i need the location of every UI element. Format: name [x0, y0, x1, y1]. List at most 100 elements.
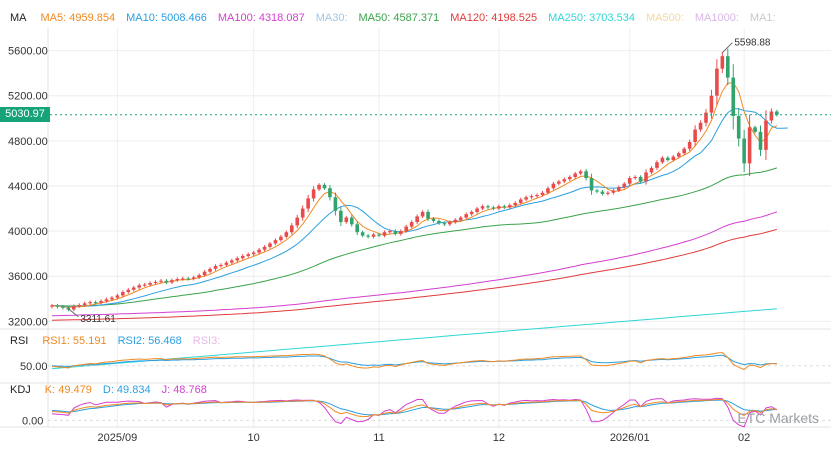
low-annotation: 3311.61: [80, 314, 116, 325]
ma-legend-item[interactable]: MA120: 4198.525: [450, 12, 538, 24]
candle-body: [720, 56, 725, 69]
candle-body: [349, 217, 354, 225]
rsi-label: RSI: [10, 335, 29, 347]
candle-body: [181, 278, 185, 280]
candle-body: [72, 306, 76, 310]
candle-body: [480, 206, 485, 209]
candle-body: [535, 194, 539, 197]
candle-body: [442, 223, 447, 225]
x-tick-label: 12: [493, 432, 505, 444]
ma-legend: MA MA5: 4959.854 MA10: 5008.466 MA100: 4318…: [10, 12, 787, 24]
candle-body: [557, 181, 561, 184]
candle-body: [453, 219, 458, 223]
y-tick-label: 5200.00: [8, 91, 48, 103]
candle-body: [611, 190, 616, 193]
y-tick-label: 5600.00: [8, 46, 48, 58]
candle-body: [508, 205, 512, 208]
ma5-line: [51, 82, 778, 308]
kdj-legend-item[interactable]: J: 48.768: [161, 384, 207, 396]
candle-body: [758, 131, 763, 150]
candle-body: [219, 264, 223, 267]
current-price-tag: 5030.97: [0, 106, 50, 122]
candle-body: [164, 280, 169, 283]
candle-body: [191, 277, 196, 279]
candle-body: [197, 275, 201, 278]
candle-body: [513, 202, 518, 206]
candle-body: [388, 231, 392, 233]
ma-legend-item[interactable]: MA5: 4959.854: [40, 12, 116, 24]
candle-body: [366, 235, 370, 237]
candle-body: [371, 234, 376, 237]
ma120-line: [51, 228, 778, 321]
candle-body: [426, 211, 430, 219]
candle-body: [268, 243, 272, 247]
rsi-legend-item[interactable]: RSI1: 55.191: [42, 335, 107, 347]
candle-body: [698, 122, 703, 130]
kdj-legend-item[interactable]: D: 49.834: [102, 384, 151, 396]
ma50-line: [51, 167, 778, 307]
ma-legend-item[interactable]: MA50: 4587.371: [358, 12, 440, 24]
candle-body: [382, 232, 387, 236]
candle-body: [186, 278, 191, 280]
candle-body: [775, 111, 779, 115]
ma-legend-item[interactable]: MA1000:: [694, 12, 739, 24]
watermark: ETC Markets: [737, 410, 819, 426]
ma-legend-item[interactable]: MA500:: [645, 12, 684, 24]
candle-body: [333, 197, 338, 211]
candle-body: [93, 302, 98, 304]
candle-body: [399, 231, 403, 234]
candle-body: [666, 157, 670, 161]
candle-body: [82, 303, 87, 305]
high-annotation: 5598.88: [734, 38, 771, 49]
candle-body: [148, 282, 152, 285]
candle-body: [595, 190, 599, 192]
candle-body: [240, 255, 245, 259]
ma-legend-item[interactable]: MA10: 5008.466: [126, 12, 207, 24]
candle-body: [279, 236, 283, 241]
ma-legend-item[interactable]: MA250: 3703.534: [548, 12, 635, 24]
candle-body: [448, 222, 452, 225]
candle-body: [131, 287, 136, 290]
candle-body: [676, 153, 681, 157]
candle-body: [655, 162, 659, 168]
candle-body: [251, 252, 256, 255]
candle-body: [742, 138, 746, 164]
x-tick-label: 2025/09: [98, 432, 138, 444]
ma100-line: [51, 211, 778, 317]
candle-body: [306, 198, 310, 209]
y-tick-label: 4400.00: [8, 181, 48, 193]
kdj-legend-item[interactable]: K: 49.479: [44, 384, 92, 396]
candle-body: [409, 222, 414, 227]
kdj-j-line: [51, 397, 778, 428]
candle-body: [502, 206, 507, 208]
candle-body: [731, 77, 736, 117]
candle-body: [491, 207, 496, 209]
x-tick-label: 11: [373, 432, 384, 444]
candle-body: [589, 178, 594, 191]
ma-legend-item[interactable]: MA100: 4318.087: [217, 12, 305, 24]
rsi-legend: RSI RSI1: 55.191 RSI2: 56.468 RSI3:: [10, 335, 231, 347]
candle-body: [726, 56, 730, 78]
candle-body: [404, 226, 409, 232]
high-marker-line: [721, 42, 733, 54]
candle-body: [360, 232, 365, 236]
candle-body: [769, 111, 774, 121]
rsi-legend-item[interactable]: RSI2: 56.468: [117, 335, 182, 347]
candle-body: [633, 176, 637, 179]
candle-body: [377, 234, 381, 236]
candle-body: [682, 148, 686, 154]
ma-legend-item[interactable]: MA30:: [315, 12, 348, 24]
candle-body: [687, 141, 692, 149]
candle-body: [524, 197, 528, 200]
rsi1-line: [51, 352, 777, 371]
rsi-legend-item[interactable]: RSI3:: [192, 335, 221, 347]
candle-body: [284, 232, 289, 237]
candle-body: [578, 171, 583, 174]
candle-body: [627, 178, 632, 184]
kdj-k-line: [51, 399, 777, 418]
candle-body: [208, 268, 212, 272]
x-tick-label: 02: [738, 432, 750, 444]
x-tick-label: 10: [248, 432, 260, 444]
ma-legend-item[interactable]: MA1:: [749, 12, 776, 24]
candle-body: [638, 176, 643, 182]
